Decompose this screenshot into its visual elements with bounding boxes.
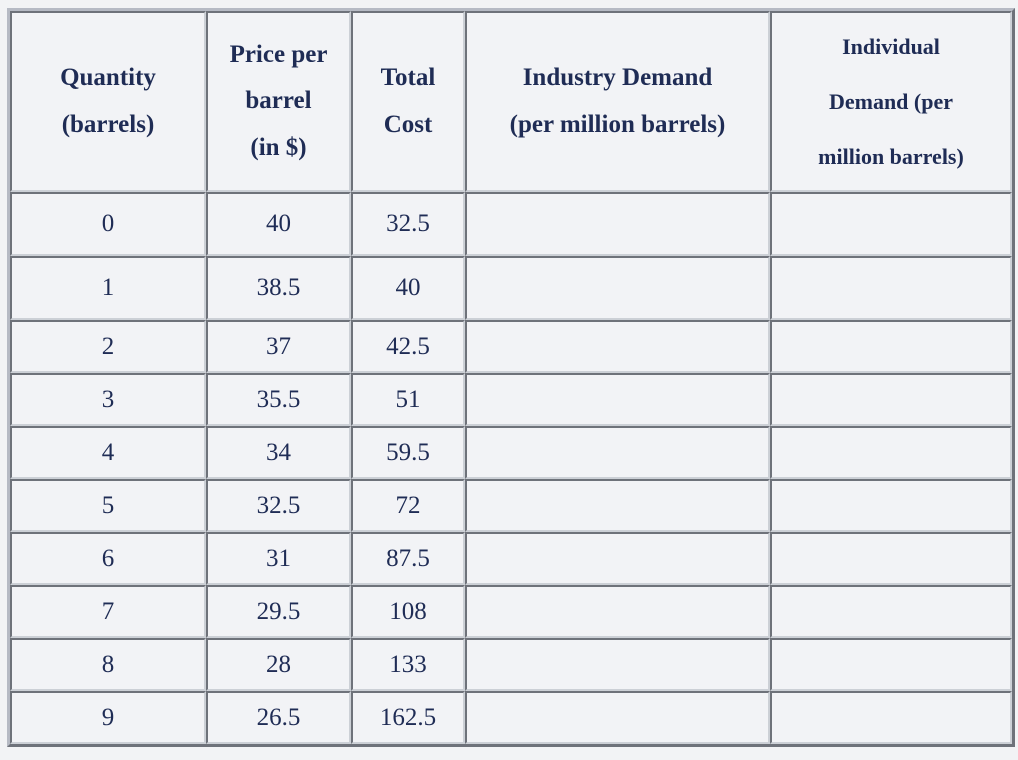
table-row: 3 35.5 51 [10,373,1012,426]
cell-industry-demand [465,691,770,744]
cell-quantity: 4 [10,426,206,479]
cell-industry-demand [465,638,770,691]
cell-total-cost: 72 [351,479,465,532]
oil-demand-table: Quantity (barrels) Price per barrel (in … [7,8,1015,747]
column-header-total-cost: Total Cost [351,11,465,192]
cell-price-per-barrel: 38.5 [206,256,351,320]
cell-individual-demand [770,691,1012,744]
table-row: 1 38.5 40 [10,256,1012,320]
cell-quantity: 2 [10,320,206,373]
table-body: 0 40 32.5 1 38.5 40 2 37 42.5 3 35.5 51 4 34 59.5 5 32.5… [10,192,1012,744]
cell-industry-demand [465,192,770,256]
cell-individual-demand [770,256,1012,320]
cell-price-per-barrel: 29.5 [206,585,351,638]
table-row: 6 31 87.5 [10,532,1012,585]
cell-industry-demand [465,426,770,479]
table-row: 8 28 133 [10,638,1012,691]
cell-industry-demand [465,256,770,320]
cell-price-per-barrel: 32.5 [206,479,351,532]
cell-industry-demand [465,373,770,426]
table-row: 5 32.5 72 [10,479,1012,532]
table-header-row: Quantity (barrels) Price per barrel (in … [10,11,1012,192]
cell-individual-demand [770,585,1012,638]
cell-total-cost: 133 [351,638,465,691]
cell-quantity: 7 [10,585,206,638]
cell-quantity: 5 [10,479,206,532]
cell-individual-demand [770,373,1012,426]
cell-total-cost: 40 [351,256,465,320]
table-row: 2 37 42.5 [10,320,1012,373]
cell-price-per-barrel: 37 [206,320,351,373]
cell-individual-demand [770,192,1012,256]
column-header-price-per-barrel: Price per barrel (in $) [206,11,351,192]
cell-industry-demand [465,320,770,373]
cell-total-cost: 59.5 [351,426,465,479]
cell-total-cost: 108 [351,585,465,638]
cell-total-cost: 32.5 [351,192,465,256]
table-row: 4 34 59.5 [10,426,1012,479]
column-header-individual-demand: Individual Demand (per million barrels) [770,11,1012,192]
cell-total-cost: 162.5 [351,691,465,744]
cell-price-per-barrel: 28 [206,638,351,691]
table-row: 9 26.5 162.5 [10,691,1012,744]
cell-individual-demand [770,638,1012,691]
cell-individual-demand [770,479,1012,532]
cell-industry-demand [465,479,770,532]
cell-industry-demand [465,532,770,585]
cell-quantity: 6 [10,532,206,585]
cell-individual-demand [770,320,1012,373]
cell-individual-demand [770,532,1012,585]
cell-total-cost: 51 [351,373,465,426]
table-row: 7 29.5 108 [10,585,1012,638]
cell-quantity: 1 [10,256,206,320]
cell-price-per-barrel: 34 [206,426,351,479]
cell-price-per-barrel: 35.5 [206,373,351,426]
cell-industry-demand [465,585,770,638]
cell-quantity: 3 [10,373,206,426]
cell-price-per-barrel: 40 [206,192,351,256]
table-row: 0 40 32.5 [10,192,1012,256]
cell-quantity: 8 [10,638,206,691]
cell-price-per-barrel: 26.5 [206,691,351,744]
column-header-industry-demand: Industry Demand (per million barrels) [465,11,770,192]
column-header-quantity: Quantity (barrels) [10,11,206,192]
cell-quantity: 0 [10,192,206,256]
cell-quantity: 9 [10,691,206,744]
cell-total-cost: 87.5 [351,532,465,585]
cell-individual-demand [770,426,1012,479]
cell-total-cost: 42.5 [351,320,465,373]
cell-price-per-barrel: 31 [206,532,351,585]
